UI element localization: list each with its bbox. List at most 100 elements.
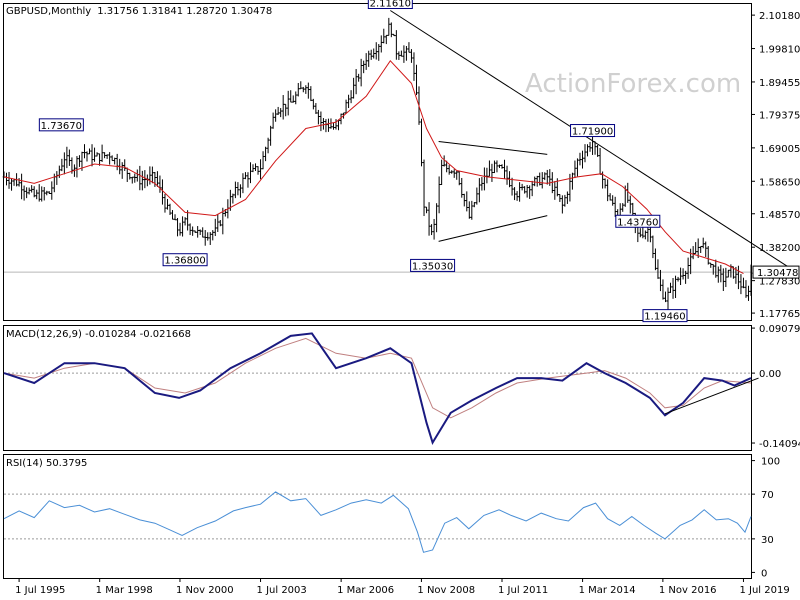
price-candle (178, 222, 182, 236)
price-candle (445, 160, 448, 173)
price-candle (188, 223, 192, 236)
price-candle (133, 173, 137, 183)
price-annotation: 1.71900 (570, 124, 616, 138)
price-candle (100, 144, 104, 162)
price-candle (427, 202, 431, 236)
price-candle (60, 158, 64, 172)
price-candle (17, 178, 21, 187)
price-candle (699, 245, 702, 254)
annotation-label: 1.73670 (41, 121, 82, 132)
price-candle (586, 144, 589, 157)
price-candle (583, 144, 587, 163)
price-candle (319, 111, 323, 132)
price-candle (717, 266, 720, 283)
price-candle (322, 118, 325, 130)
price-candle (395, 30, 398, 60)
rsi-panel-title: RSI(14) 50.3795 (6, 458, 87, 469)
price-candle (447, 165, 451, 175)
price-candle (724, 267, 728, 288)
price-candle (641, 226, 645, 239)
price-candle (269, 125, 272, 146)
price-candle (596, 144, 599, 157)
macd-trendline (664, 377, 759, 415)
price-candle (571, 172, 574, 190)
price-candle (540, 172, 544, 189)
price-candle (402, 45, 406, 63)
price-candle (397, 51, 401, 60)
price-series-layer: 2.11610 1.73670 1.36800 1.35030 1.71900 1.437… (2, 0, 789, 323)
price-candle (661, 279, 665, 300)
price-candle (706, 246, 710, 265)
price-candle (440, 159, 443, 186)
price-y-tick-label: 1.48570 (759, 210, 800, 221)
price-candle (234, 181, 237, 199)
price-candle (201, 227, 204, 238)
price-candle (520, 183, 524, 191)
rsi-line (3, 491, 752, 553)
price-candle (581, 150, 584, 169)
price-candle (213, 218, 217, 237)
x-tick-label: 1 Mar 1998 (96, 585, 153, 596)
price-candle (63, 152, 66, 175)
trendline (438, 215, 548, 242)
price-candle (30, 185, 33, 193)
price-annotation: 2.11610 (367, 0, 413, 10)
price-candle (400, 50, 403, 57)
x-tick-label: 1 Jul 2011 (498, 585, 548, 596)
x-tick-label: 1 Mar 2014 (579, 585, 636, 596)
price-candle (20, 173, 23, 200)
x-tick-label: 1 Jul 2003 (257, 585, 307, 596)
x-tick-label: 1 Jul 1995 (15, 585, 65, 596)
price-candle (681, 268, 685, 280)
annotation-label: 1.71900 (572, 127, 613, 138)
price-candle (415, 64, 418, 96)
price-candle (128, 172, 132, 180)
price-candle (241, 173, 245, 194)
current-price-label: 1.30478 (757, 268, 798, 279)
price-candle (354, 69, 358, 95)
price-candle (679, 267, 682, 286)
price-y-tick-label: 1.79375 (759, 110, 800, 121)
macd-panel (3, 325, 752, 451)
price-candle (244, 172, 247, 180)
price-candle (85, 151, 89, 162)
price-candle (151, 166, 154, 184)
price-candle (294, 91, 298, 105)
price-candle (357, 73, 360, 82)
price-candle (412, 52, 416, 81)
price-candle (309, 86, 313, 102)
price-candle (271, 112, 275, 129)
price-candle (488, 160, 491, 177)
price-candle (525, 184, 529, 198)
price-candle (435, 203, 438, 233)
price-candle (344, 99, 348, 114)
macd-y-tick-label: 0.090798 (759, 324, 800, 335)
price-candle (266, 137, 270, 154)
price-candle (387, 17, 391, 36)
rsi-y-tick-label: 30 (761, 535, 774, 546)
price-candle (737, 265, 740, 290)
price-candle (173, 214, 177, 221)
price-candle (621, 203, 625, 212)
price-candle (68, 149, 71, 166)
macd-signal-line (3, 337, 752, 419)
price-candle (744, 280, 748, 298)
price-y-tick-label: 1.69005 (759, 144, 800, 155)
price-candle (545, 169, 549, 185)
price-candle (45, 190, 49, 196)
price-candle (465, 191, 469, 212)
price-candle (528, 185, 531, 199)
price-candle (261, 151, 265, 170)
price-candle (727, 269, 730, 278)
price-candle (296, 82, 300, 97)
price-candle (75, 156, 79, 178)
rsi-y-tick-label: 0 (761, 568, 767, 579)
price-candle (359, 58, 363, 87)
price-candle (291, 95, 295, 103)
price-panel-title: GBPUSD,Monthly 1.31756 1.31841 1.28720 1.… (6, 6, 272, 17)
moving-average-line (3, 60, 744, 275)
price-candle (186, 210, 189, 231)
price-candle (42, 187, 46, 201)
price-candle (236, 182, 240, 196)
price-candle (686, 257, 690, 279)
